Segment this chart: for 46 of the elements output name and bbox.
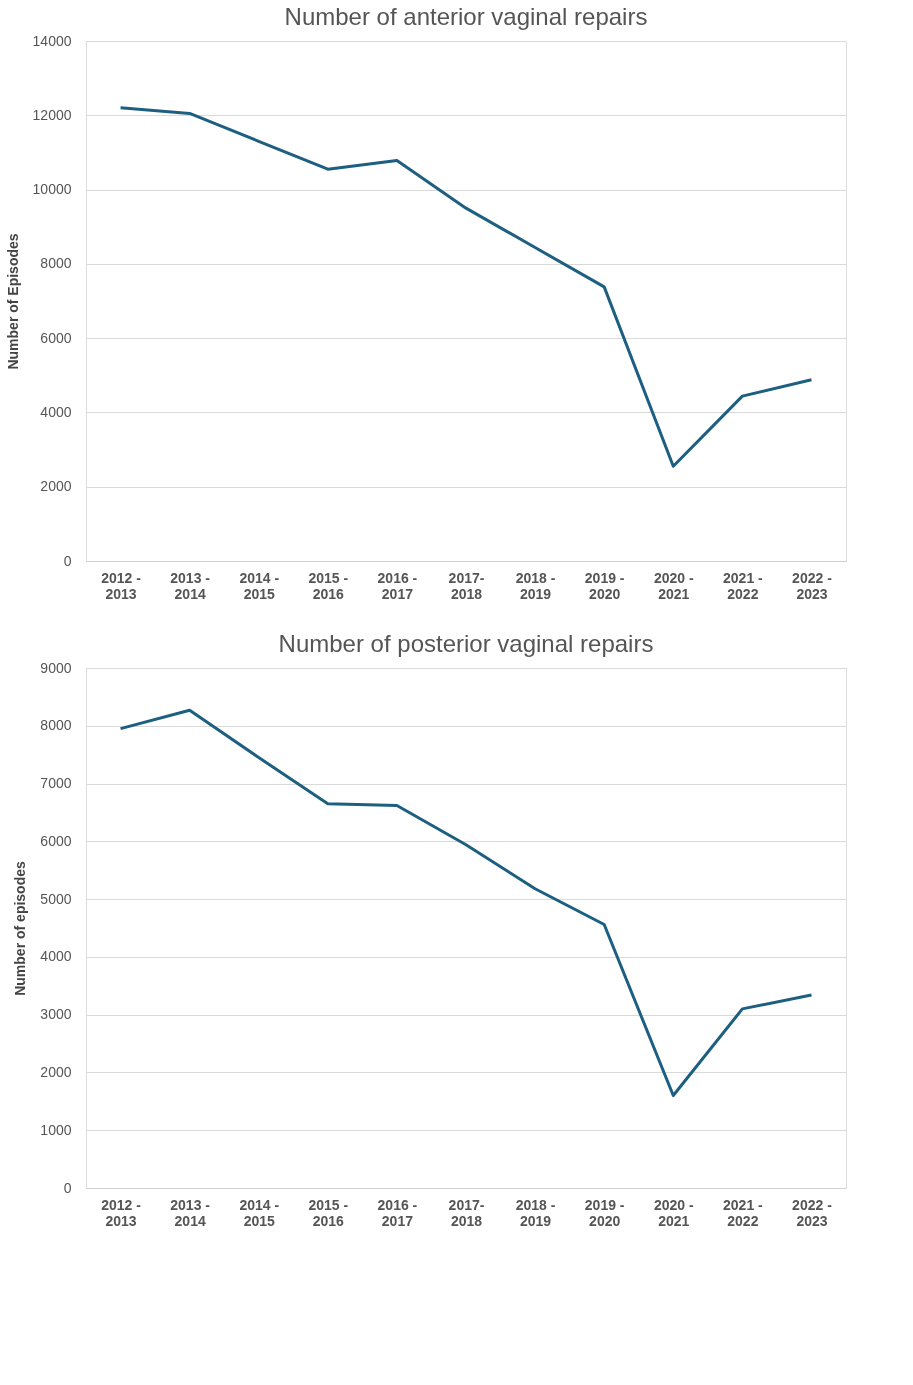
y-axis-title: Number of Episodes — [4, 233, 21, 370]
x-tick-label: 2015 - 2016 — [308, 569, 349, 602]
x-tick-label: 2020 - 2021 — [653, 1196, 694, 1229]
y-tick-label: 7000 — [40, 775, 72, 792]
y-tick-label: 2000 — [40, 478, 72, 495]
x-tick-label: 2017- 2018 — [448, 1196, 485, 1229]
x-tick-label: 2022 - 2023 — [792, 1196, 833, 1229]
y-tick-label: 10000 — [32, 181, 72, 198]
x-tick-label: 2018 - 2019 — [515, 569, 556, 602]
x-tick-label: 2021 - 2022 — [723, 569, 764, 602]
y-tick-label: 4000 — [40, 948, 72, 965]
y-tick-label: 8000 — [40, 255, 72, 272]
y-tick-label: 9000 — [40, 659, 72, 676]
y-tick-label: 6000 — [40, 329, 72, 346]
y-tick-label: 4000 — [40, 403, 72, 420]
x-tick-label: 2016 - 2017 — [377, 569, 418, 602]
x-tick-label: 2012 - 2013 — [101, 569, 142, 602]
x-tick-label: 2012 - 2013 — [101, 1196, 142, 1229]
y-tick-label: 12000 — [32, 106, 72, 123]
x-tick-label: 2017- 2018 — [448, 569, 485, 602]
y-tick-label: 5000 — [40, 890, 72, 907]
x-tick-label: 2013 - 2014 — [170, 569, 211, 602]
x-tick-label: 2014 - 2015 — [239, 569, 280, 602]
y-tick-label: 2000 — [40, 1063, 72, 1080]
x-tick-label: 2021 - 2022 — [723, 1196, 764, 1229]
y-tick-label: 8000 — [40, 717, 72, 734]
x-tick-label: 2015 - 2016 — [308, 1196, 349, 1229]
x-tick-label: 2019 - 2020 — [584, 1196, 625, 1229]
x-tick-label: 2013 - 2014 — [170, 1196, 211, 1229]
y-tick-label: 1000 — [40, 1121, 72, 1138]
x-tick-label: 2018 - 2019 — [515, 1196, 556, 1229]
y-tick-label: 6000 — [40, 832, 72, 849]
y-axis-title: Number of episodes — [12, 861, 29, 996]
y-tick-label: 0 — [63, 1179, 72, 1196]
y-tick-label: 0 — [63, 552, 72, 569]
line-series — [119, 708, 813, 1098]
chart-title: Number of anterior vaginal repairs — [284, 3, 648, 30]
x-tick-label: 2019 - 2020 — [584, 569, 625, 602]
x-tick-label: 2020 - 2021 — [653, 569, 694, 602]
x-tick-label: 2022 - 2023 — [792, 569, 833, 602]
y-tick-label: 3000 — [40, 1006, 72, 1023]
y-tick-label: 14000 — [32, 32, 72, 49]
chart-title: Number of posterior vaginal repairs — [278, 630, 654, 657]
x-tick-label: 2014 - 2015 — [239, 1196, 280, 1229]
x-tick-label: 2016 - 2017 — [377, 1196, 418, 1229]
line-series — [119, 106, 813, 468]
